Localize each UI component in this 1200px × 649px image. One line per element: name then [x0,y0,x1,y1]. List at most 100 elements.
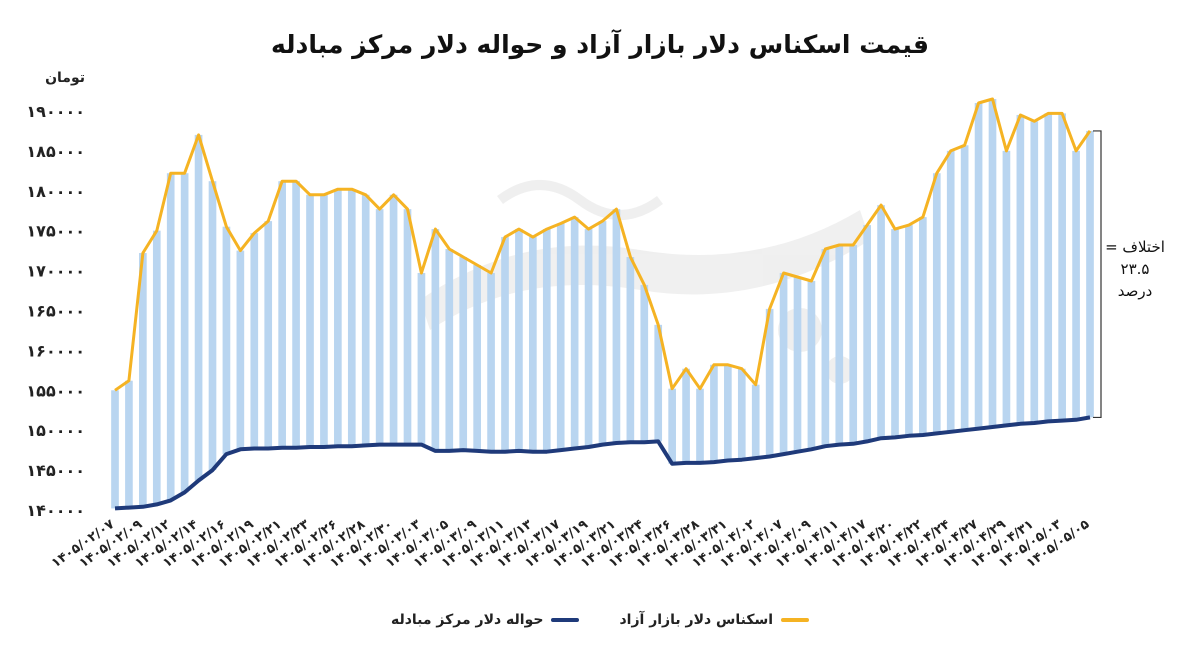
bar [919,217,927,435]
bar [988,98,997,427]
bar [375,209,384,445]
bar [1002,150,1011,426]
annotation-text: اختلاف = [1105,238,1165,256]
bar [891,229,899,438]
bar [180,173,189,493]
bar [1030,121,1039,424]
bar [194,134,203,481]
y-tick-label: ۱۷۵۰۰۰ [26,222,85,241]
y-tick-label: ۱۵۵۰۰۰ [26,381,85,400]
y-tick-label: ۱۶۵۰۰۰ [26,301,85,320]
bar [542,229,551,452]
difference-annotation: اختلاف = ۲۳.۵ درصد [1093,130,1165,419]
bar [306,194,314,447]
bar [640,284,649,443]
bar [626,257,635,443]
legend-label-free-market: اسکناس دلار بازار آزاد [619,612,774,628]
bar [751,384,760,459]
bar [278,181,286,448]
annotation-text: درصد [1118,282,1153,300]
legend: اسکناس دلار بازار آزاد حواله دلار مرکز م… [0,612,1200,628]
difference-bracket [1093,130,1102,419]
bar [765,308,774,457]
bar [1016,114,1025,424]
bar [946,150,955,432]
bar [779,272,788,455]
bar [111,390,119,509]
legend-item-free-market: اسکناس دلار بازار آزاد [619,612,810,628]
annotation-text: ۲۳.۵ [1121,260,1150,278]
bar [598,221,607,445]
bar [612,209,621,443]
y-tick-label: ۱۹۰۰۰۰ [26,102,85,121]
bar [1072,150,1080,420]
bar [849,245,858,444]
bar [459,257,468,451]
y-tick-label: ۱۴۵۰۰۰ [26,461,85,480]
free-market-line [114,97,1092,392]
bar [152,230,161,505]
bar [724,364,732,461]
bar [835,245,844,445]
bar [361,194,370,446]
legend-swatch-free-market [781,618,810,622]
bar [250,233,259,449]
bar [208,181,217,471]
bar [584,229,593,447]
bar [737,368,746,460]
bar [501,237,509,452]
y-tick-label: ۱۷۰۰۰۰ [26,262,85,281]
x-axis: ۱۴۰۵/۰۲/۰۷۱۴۰۵/۰۲/۰۹۱۴۰۵/۰۲/۱۲۱۴۰۵/۰۲/۱۴… [49,517,1092,571]
bar [682,368,690,463]
y-axis: ۱۴۰۰۰۰ ۱۴۵۰۰۰ ۱۵۰۰۰۰ ۱۵۵۰۰۰ ۱۶۰۰۰۰ ۱۶۵۰۰۰ ۱۷۰۰… [26,102,85,520]
bar [139,253,147,507]
bar [863,225,871,442]
y-tick-label: ۱۴۰۰۰۰ [26,501,85,520]
bar [292,181,300,448]
bar [1086,130,1094,418]
bar [389,194,398,445]
y-tick-label: ۱۶۰۰۰۰ [26,341,85,360]
bar [403,209,412,445]
chart-title: قیمت اسکناس دلار بازار آزاد و حواله دلار… [271,30,929,59]
y-tick-label: ۱۸۵۰۰۰ [26,142,85,161]
bar [710,364,718,463]
bar [264,221,273,449]
y-tick-label: ۱۵۰۰۰۰ [26,421,85,440]
bar [556,223,565,451]
lines-layer [114,97,1092,511]
bar [487,272,495,452]
bar [515,229,523,451]
bar [347,189,356,447]
bar [529,237,537,452]
bars-layer [111,98,1094,509]
bar [320,194,328,447]
exchange-center-line [114,415,1091,511]
bar [974,102,983,429]
bar [905,225,913,436]
bar [236,250,245,450]
bar [445,249,454,451]
y-axis-label: تومان [45,70,85,86]
bar [960,145,969,431]
bar [668,388,676,464]
bar [793,276,802,452]
bar [654,324,663,442]
bar [473,264,481,451]
bar [431,229,440,451]
bar [807,280,816,450]
bar [334,189,342,447]
bar [166,173,175,501]
bar [417,272,426,445]
bar [821,249,830,447]
bar [1044,113,1053,422]
bar [877,205,885,439]
legend-item-exchange-center: حواله دلار مرکز مبادله [391,612,580,628]
bar [932,173,941,434]
bar [570,217,579,449]
legend-swatch-exchange-center [551,618,580,622]
bar [125,380,133,508]
legend-label-exchange-center: حواله دلار مرکز مبادله [390,612,544,628]
y-tick-label: ۱۸۰۰۰۰ [26,182,85,201]
